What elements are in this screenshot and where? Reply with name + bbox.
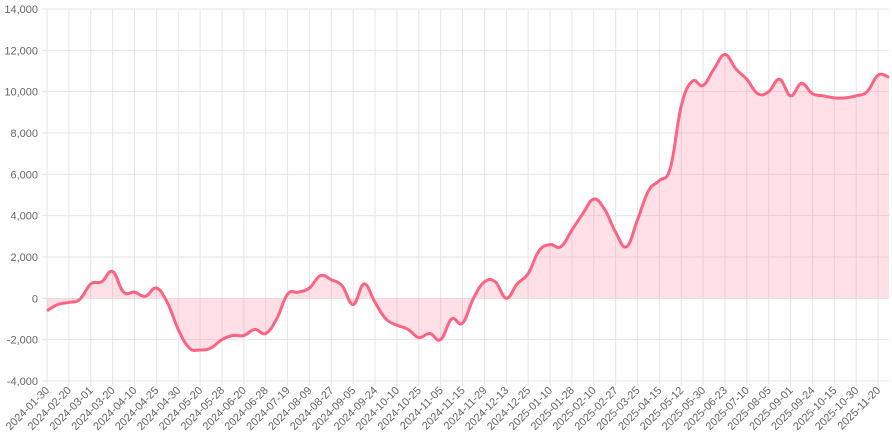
y-tick-label: 4,000	[10, 211, 38, 223]
y-tick-label: 2,000	[10, 252, 38, 264]
y-tick-label: 10,000	[4, 87, 38, 99]
line	[46, 52, 890, 353]
y-tick-label: 14,000	[4, 4, 38, 16]
y-tick-label: 6,000	[10, 169, 38, 181]
area	[47, 54, 889, 351]
y-tick-label: 12,000	[4, 45, 38, 57]
y-tick-label: -4,000	[7, 376, 38, 388]
y-tick-label: 8,000	[10, 128, 38, 140]
y-tick-label: -2,000	[7, 335, 38, 347]
y-tick-label: 0	[32, 293, 38, 305]
